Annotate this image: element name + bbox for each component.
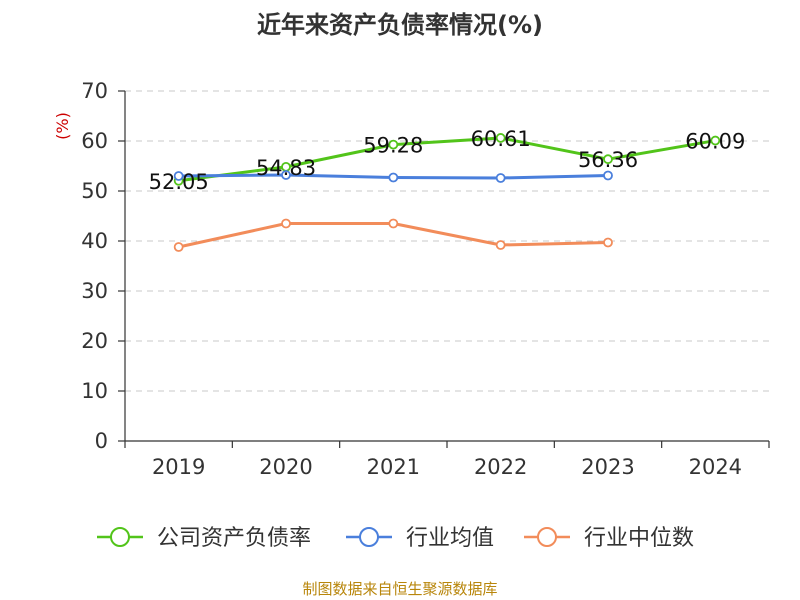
data-point-2-2021 [388,218,399,229]
x-tick-label-2022: 2022 [474,455,527,479]
data-point-2-2022 [495,240,506,250]
data-label-2019: 52.05 [149,170,209,194]
data-label-2022: 60.61 [471,127,531,151]
legend-marker-2 [537,527,557,547]
data-point-2-2020 [281,218,291,229]
data-point-1-2023 [603,170,613,181]
y-tick-label-30: 30 [81,279,108,303]
y-tick-label-20: 20 [81,329,108,353]
data-point-0-2021 [388,139,399,150]
data-label-2023: 56.36 [578,148,638,172]
data-point-2-2023 [603,237,613,248]
data-point-1-2022 [495,173,506,183]
legend-label-1: 行业均值 [406,526,494,551]
x-axis-ticks: 2019 2020 2021 2022 2023 2024 [124,441,770,479]
y-tick-label-70: 70 [81,79,108,103]
legend[interactable]: 公司资产负债率 行业均值 行业中位数 [97,526,694,551]
y-tick-label-0: 0 [95,429,108,453]
data-label-2020: 54.83 [256,156,316,180]
chart-title: 近年来资产负债率情况(%) [257,11,543,39]
x-tick-label-2023: 2023 [581,455,634,479]
x-tick-label-2024: 2024 [689,455,742,479]
data-point-0-2024 [710,135,721,146]
y-tick-label-40: 40 [81,229,108,253]
x-tick-label-2020: 2020 [259,455,312,479]
grid-lines [125,90,769,392]
x-tick-label-2021: 2021 [367,455,420,479]
y-axis-ticks: 0 10 20 30 40 50 60 70 [81,79,125,453]
y-axis-label: (%) [53,112,72,140]
data-label-2021: 59.28 [363,134,423,158]
series-line-0 [178,136,716,183]
data-point-2-2019 [173,242,184,252]
data-point-0-2022 [495,133,506,143]
legend-marker-0 [110,527,130,547]
source-note: 制图数据来自恒生聚源数据库 [302,580,497,598]
x-tick-label-2019: 2019 [152,455,205,479]
data-point-1-2021 [388,172,399,183]
y-tick-label-50: 50 [81,179,108,203]
legend-label-0: 公司资产负债率 [157,526,311,551]
legend-label-2: 行业中位数 [584,526,694,551]
data-label-2024: 60.09 [685,130,745,154]
data-point-0-2023 [603,154,613,165]
data-point-1-2019 [173,171,184,181]
legend-marker-1 [359,527,379,547]
data-labels: 52.05 54.83 59.28 60.61 56.36 60.09 [149,127,746,194]
series-group [173,133,721,252]
y-tick-label-10: 10 [81,379,108,403]
data-point-1-2020 [281,170,291,180]
y-tick-label-60: 60 [81,129,108,153]
axes [124,91,769,442]
